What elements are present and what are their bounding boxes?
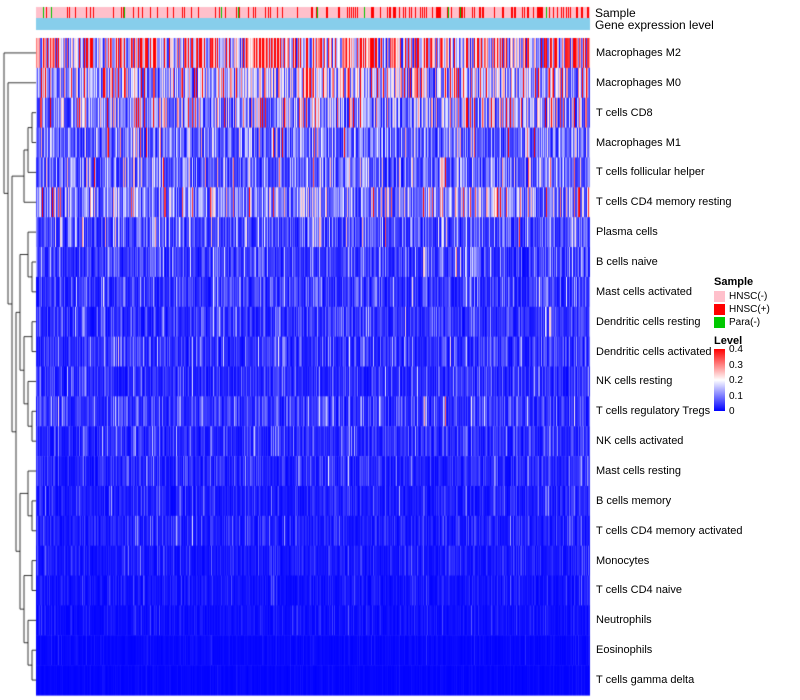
legend-sample-items: HNSC(-) HNSC(+) Para(-)	[714, 290, 800, 329]
legend-sample-item: HNSC(-)	[714, 290, 800, 303]
level-gradient-bar	[714, 349, 725, 411]
legend-sample-title: Sample	[714, 276, 754, 288]
legend-sample-item: Para(-)	[714, 316, 800, 329]
legend-color-swatch	[714, 291, 725, 302]
legend-level-title: Level	[714, 335, 743, 347]
annotation-label-sample: Sample	[595, 6, 636, 20]
legend-item-label: HNSC(+)	[729, 304, 770, 315]
level-tick-label: 0.3	[729, 359, 743, 371]
legend-item-label: Para(-)	[729, 317, 761, 328]
legend: Sample HNSC(-) HNSC(+) Para(-) Level 0.4 0.…	[714, 276, 800, 417]
legend-item-label: HNSC(-)	[729, 291, 768, 302]
legend-color-swatch	[714, 304, 725, 315]
level-tick-label: 0.1	[729, 390, 743, 402]
level-tick-label: 0.2	[729, 375, 743, 386]
level-tick-label: 0.4	[729, 344, 743, 355]
legend-color-swatch	[714, 317, 725, 328]
legend-level-scale: 0.4 0.3 0.2 0.1 0	[714, 345, 800, 417]
legend-sample-item: HNSC(+)	[714, 303, 800, 316]
level-tick-label: 0	[729, 406, 735, 417]
annotation-label-gene-expression: Gene expression level	[595, 18, 714, 32]
